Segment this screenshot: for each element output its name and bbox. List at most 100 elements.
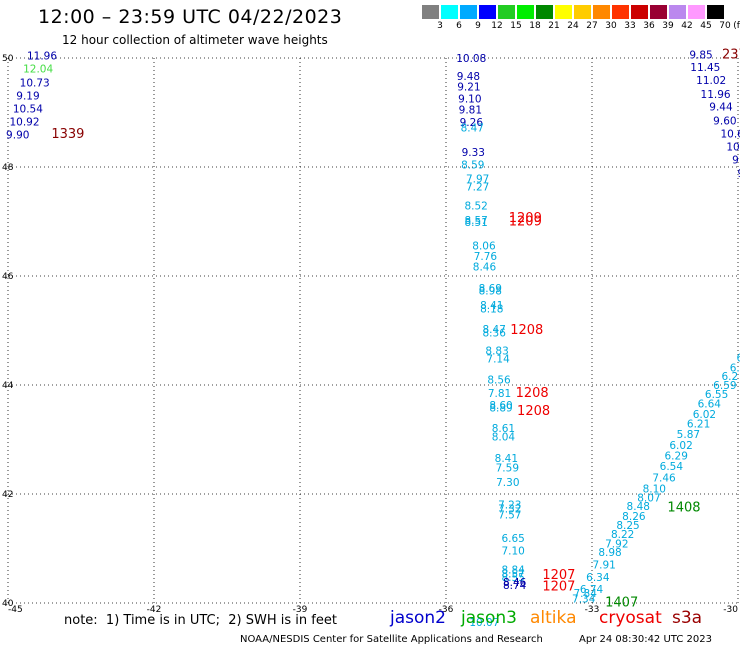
color-swatch [593,5,610,19]
wave-height-label: 6.59 [713,380,736,392]
axis-tick-labels: -45 -42 -39 -36 -33 -30 50 48 46 44 42 40 [2,54,738,615]
pass-time-label: 1408 [667,500,700,515]
wave-height-label: 6.65 [501,533,524,545]
wave-height-label: 9.21 [457,82,480,94]
wave-height-label: 8.06 [472,240,496,252]
wave-height-label: 9.60 [713,115,736,127]
y-tick-label: 48 [2,163,14,173]
page-title: 12:00 – 23:59 UTC 04/22/2023 [38,6,343,28]
wave-height-label: 8.55 [501,572,524,584]
wave-height-label: 9.85 [689,50,712,62]
wave-height-label: 8.48 [627,501,650,513]
wave-height-label: 12.04 [23,64,53,76]
wave-height-label: 5.87 [677,429,700,441]
color-swatch [536,5,553,19]
x-tick-label: -33 [585,605,600,615]
wave-height-label: 10.54 [13,104,43,116]
wave-height-label: 7.57 [498,510,521,522]
wave-height-label: 8.83 [485,345,508,357]
wave-height-label: 10.92 [9,117,39,129]
color-swatch [555,5,572,19]
color-scale-label: 18 [529,21,541,31]
color-swatch [460,5,477,19]
wave-height-label: 8.22 [611,529,634,541]
wave-height-label: 11.96 [701,89,731,101]
color-scale-label: 24 [567,21,579,31]
color-scale-label: 33 [624,21,636,31]
color-scale-label: 42 [681,21,693,31]
wave-height-label: 8.46 [503,577,527,589]
color-swatch [707,5,724,19]
color-swatch [441,5,458,19]
wave-height-label: 8.69 [479,283,502,295]
wave-height-label: 6.02 [693,409,716,421]
pass-time-label: 1407 [605,595,638,610]
pass-time-label: 1339 [51,127,84,142]
wave-height-label: 9.19 [16,90,39,102]
wave-height-label: 6.34 [586,572,610,584]
wave-height-label: 8.41 [480,300,503,312]
wave-height-label: 8.47 [461,123,484,135]
wave-height-label: 8.46 [473,262,497,274]
color-swatch [631,5,648,19]
wave-height-label: 8.10 [643,483,666,495]
wave-height-label: 10.73 [20,77,50,89]
wave-height-label: 6.29 [665,451,688,463]
wave-height-label: 7.92 [605,538,628,550]
pass-time-label: 1208 [510,323,543,338]
legend-jason2: jason2 [390,608,446,628]
color-swatch [422,5,439,19]
wave-height-label: 8.25 [616,520,639,532]
color-scale-label: 70 [719,21,731,31]
wave-height-label: 7.32 [498,504,521,516]
wave-height-label: 8.84 [501,565,525,577]
wave-height-label: 11.45 [690,62,720,74]
color-scale-label: 39 [662,21,674,31]
wave-height-label: 8.41 [495,453,518,465]
pass-time-label: 1207 [542,568,575,583]
wave-height-label: 9.10 [458,94,481,106]
y-tick-label: 50 [2,54,14,64]
wave-height-label: 7.27 [466,181,489,193]
color-scale-label: 21 [548,21,560,31]
color-scale-unit: (ft) [733,21,740,31]
wave-height-label: 6 [737,353,740,365]
wave-height-label: 9.26 [460,117,484,129]
x-tick-label: -42 [147,605,162,615]
color-scale-label: 36 [643,21,655,31]
wave-height-label: 9.48 [457,71,480,83]
wave-height-label: 8.07 [637,493,660,505]
wave-height-label: 7.91 [592,560,615,572]
y-tick-label: 44 [2,381,14,391]
wave-height-label: 7.97 [466,173,489,185]
wave-height-label: 9.44 [709,101,733,113]
color-swatch [688,5,705,19]
x-tick-label: -30 [723,605,738,615]
wave-height-label: 7.14 [486,354,510,366]
wave-height-label: 8.18 [480,304,503,316]
color-scale-label: 3 [437,21,443,31]
wave-height-label: 7.84 [574,588,598,600]
wave-height-label: 8.60 [489,400,512,412]
legend-jason3: jason3 [461,608,517,628]
credit-line: NOAA/NESDIS Center for Satellite Applica… [240,634,543,645]
wave-height-label: 6. [730,362,740,374]
color-swatch [650,5,667,19]
legend-s3a: s3a [672,608,703,628]
wave-height-label: 8.98 [479,286,502,298]
wave-height-label: 6.02 [669,440,692,452]
wave-height-label: 9.81 [459,105,482,117]
graticule [7,57,739,604]
x-tick-label: -36 [439,605,454,615]
generation-timestamp: Apr 24 08:30:42 UTC 2023 [579,634,712,645]
wave-height-label: 8.89 [489,403,512,415]
wave-height-label: 7.10 [501,545,524,557]
color-swatch [612,5,629,19]
wave-height-label: 8.26 [622,511,646,523]
legend-cryosat: cryosat [599,608,662,628]
wave-height-label: 8.57 [501,568,524,580]
wave-height-label: 6.64 [698,398,722,410]
wave-height-label: 10.07 [469,617,499,629]
